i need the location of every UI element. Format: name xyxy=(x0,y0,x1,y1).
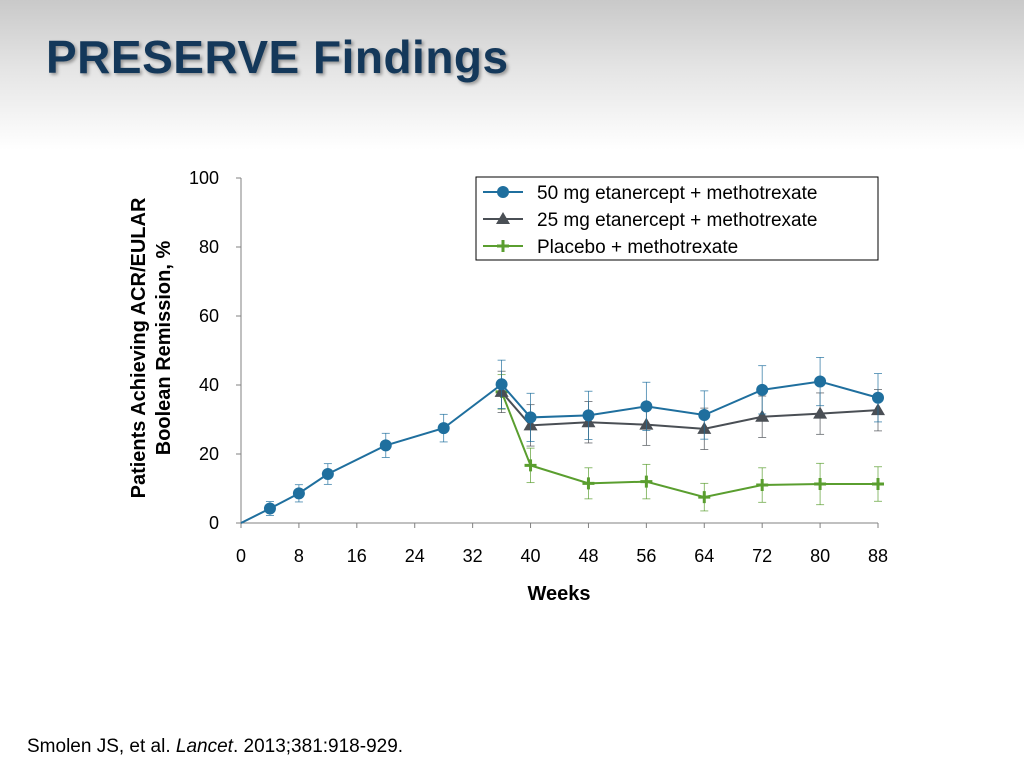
series-line xyxy=(500,391,878,499)
data-point xyxy=(756,479,769,492)
series-50-mg-etanercept-methotrexate xyxy=(240,356,884,524)
citation: Smolen JS, et al. Lancet. 2013;381:918-9… xyxy=(27,736,403,758)
data-point xyxy=(813,406,828,419)
citation-authors: Smolen JS, et al. xyxy=(27,736,171,757)
data-point xyxy=(814,375,827,388)
x-tick-label: 8 xyxy=(294,546,304,566)
data-point xyxy=(437,422,450,435)
x-tick-label: 32 xyxy=(463,546,483,566)
y-axis-label-line: Patients Achieving ACR/EULAR xyxy=(128,197,150,498)
slide-title: PRESERVE Findings xyxy=(46,31,509,83)
legend-box xyxy=(475,176,879,261)
legend-label: 25 mg etanercept + methotrexate xyxy=(537,210,817,231)
data-point xyxy=(640,475,653,488)
data-point xyxy=(756,383,769,396)
series-placebo-methotrexate xyxy=(495,374,884,512)
legend: 50 mg etanercept + methotrexate 25 mg eta… xyxy=(475,176,879,261)
x-tick-label: 56 xyxy=(636,546,656,566)
x-tick-label: 88 xyxy=(868,546,888,566)
x-tick-label: 0 xyxy=(236,546,246,566)
data-point xyxy=(321,468,334,481)
y-tick-label: 20 xyxy=(199,444,219,464)
x-tick-label: 64 xyxy=(694,546,714,566)
y-axis-label: Patients Achieving ACR/EULAR Boolean Remi… xyxy=(128,197,175,498)
data-point xyxy=(698,409,711,422)
data-point xyxy=(524,459,537,472)
x-tick-label: 80 xyxy=(810,546,830,566)
legend-label: Placebo + methotrexate xyxy=(537,237,738,258)
x-tick-label: 48 xyxy=(578,546,598,566)
x-axis-label: Weeks xyxy=(527,583,590,605)
data-point xyxy=(495,378,508,391)
legend-marker xyxy=(497,240,509,252)
y-tick-label: 80 xyxy=(199,237,219,257)
data-point xyxy=(524,411,537,424)
y-tick-label: 0 xyxy=(209,513,219,533)
y-tick-label: 40 xyxy=(199,375,219,395)
data-point xyxy=(814,478,827,491)
data-point xyxy=(640,400,653,413)
data-point xyxy=(582,477,595,490)
data-point xyxy=(292,487,305,500)
x-tick-label: 72 xyxy=(752,546,772,566)
y-tick-label: 100 xyxy=(189,168,219,188)
citation-journal: Lancet xyxy=(175,736,233,757)
data-point xyxy=(379,439,392,452)
series-line xyxy=(240,380,879,524)
x-tick-label: 24 xyxy=(405,546,425,566)
data-point xyxy=(872,478,884,491)
citation-details: . 2013;381:918-929. xyxy=(232,736,404,757)
legend-label: 50 mg etanercept + methotrexate xyxy=(537,183,817,204)
data-point xyxy=(872,391,884,404)
legend-marker xyxy=(497,186,509,198)
legend-marker xyxy=(496,212,510,224)
legend-item: Placebo + methotrexate xyxy=(483,237,738,258)
data-point xyxy=(263,502,276,515)
slide-header-band xyxy=(0,0,1024,150)
y-tick-label: 60 xyxy=(199,306,219,326)
x-tick-label: 40 xyxy=(521,546,541,566)
x-tick-label: 16 xyxy=(347,546,367,566)
data-point xyxy=(582,409,595,422)
data-point xyxy=(698,491,711,504)
series-line xyxy=(500,391,879,430)
y-axis-label-line: Boolean Remission, % xyxy=(153,241,175,456)
data-point xyxy=(755,409,770,422)
legend-item: 25 mg etanercept + methotrexate xyxy=(483,210,817,231)
legend-item: 50 mg etanercept + methotrexate xyxy=(483,183,817,204)
